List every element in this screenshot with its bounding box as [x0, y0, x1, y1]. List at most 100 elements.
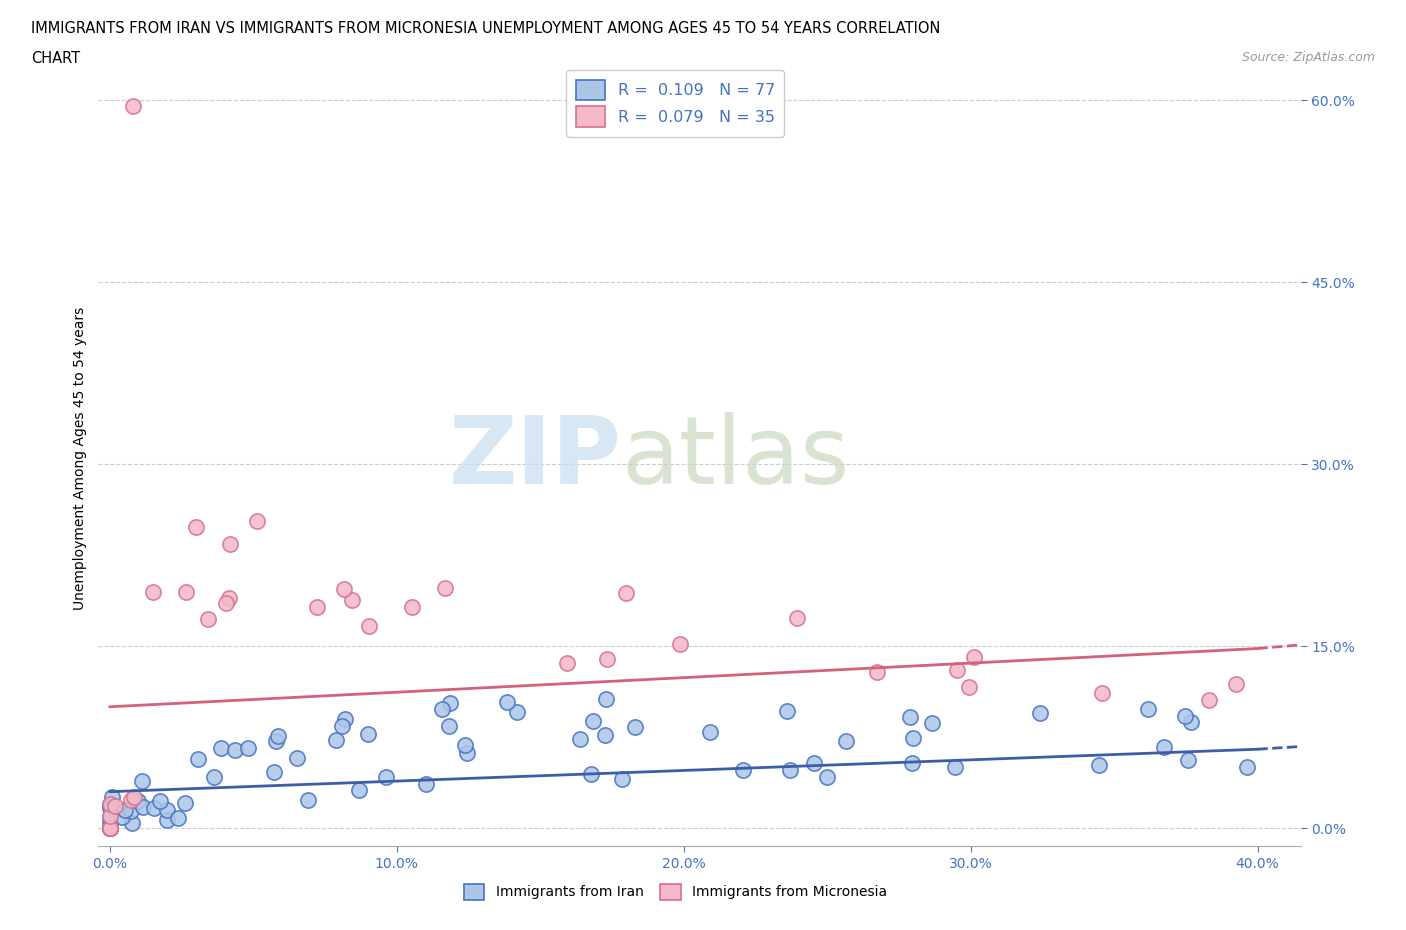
- Point: [1177, 752, 1199, 767]
- Point: [98, 820, 121, 835]
- Point: [236, 740, 259, 755]
- Point: [433, 580, 456, 595]
- Point: [98, 820, 121, 835]
- Point: [98, 820, 121, 835]
- Point: [264, 733, 287, 748]
- Point: [174, 585, 197, 600]
- Point: [415, 777, 437, 791]
- Point: [456, 745, 478, 760]
- Point: [834, 734, 856, 749]
- Point: [582, 713, 605, 728]
- Point: [439, 719, 461, 734]
- Point: [359, 618, 381, 633]
- Point: [101, 790, 124, 804]
- Point: [612, 771, 634, 786]
- Point: [699, 724, 721, 739]
- Point: [454, 737, 477, 752]
- Point: [596, 652, 619, 667]
- Point: [669, 637, 692, 652]
- Point: [263, 764, 285, 779]
- Point: [98, 820, 121, 835]
- Point: [98, 809, 121, 824]
- Point: [132, 800, 155, 815]
- Point: [149, 793, 172, 808]
- Point: [98, 820, 121, 835]
- Point: [98, 820, 121, 835]
- Point: [121, 99, 143, 113]
- Point: [776, 704, 799, 719]
- Point: [901, 756, 924, 771]
- Point: [98, 796, 121, 811]
- Point: [325, 733, 347, 748]
- Text: Source: ZipAtlas.com: Source: ZipAtlas.com: [1241, 51, 1375, 64]
- Point: [401, 599, 423, 614]
- Point: [340, 593, 363, 608]
- Point: [120, 792, 142, 807]
- Point: [98, 797, 121, 812]
- Point: [307, 599, 329, 614]
- Point: [946, 662, 969, 677]
- Point: [779, 763, 801, 777]
- Point: [143, 801, 166, 816]
- Point: [1225, 677, 1247, 692]
- Text: ZIP: ZIP: [449, 412, 621, 504]
- Point: [184, 519, 207, 534]
- Point: [98, 800, 121, 815]
- Text: CHART: CHART: [31, 51, 80, 66]
- Point: [921, 715, 943, 730]
- Point: [962, 649, 984, 664]
- Point: [224, 742, 246, 757]
- Point: [98, 808, 121, 823]
- Point: [166, 811, 188, 826]
- Point: [803, 755, 825, 770]
- Point: [901, 730, 924, 745]
- Point: [623, 720, 645, 735]
- Point: [214, 595, 236, 610]
- Point: [267, 729, 290, 744]
- Point: [347, 782, 370, 797]
- Point: [127, 793, 149, 808]
- Point: [1137, 701, 1160, 716]
- Point: [957, 679, 980, 694]
- Point: [131, 774, 153, 789]
- Point: [786, 610, 808, 625]
- Point: [122, 790, 145, 804]
- Text: IMMIGRANTS FROM IRAN VS IMMIGRANTS FROM MICRONESIA UNEMPLOYMENT AMONG AGES 45 TO: IMMIGRANTS FROM IRAN VS IMMIGRANTS FROM …: [31, 21, 941, 36]
- Point: [595, 692, 617, 707]
- Point: [375, 769, 398, 784]
- Point: [817, 770, 839, 785]
- Point: [1091, 685, 1114, 700]
- Point: [218, 537, 240, 551]
- Point: [430, 701, 453, 716]
- Point: [900, 710, 922, 724]
- Point: [187, 751, 209, 766]
- Point: [98, 815, 121, 830]
- Point: [330, 719, 353, 734]
- Point: [568, 731, 591, 746]
- Point: [614, 586, 637, 601]
- Point: [496, 695, 519, 710]
- Text: atlas: atlas: [621, 412, 849, 504]
- Point: [1174, 709, 1197, 724]
- Point: [1198, 693, 1220, 708]
- Point: [593, 727, 616, 742]
- Point: [156, 803, 179, 817]
- Point: [555, 656, 578, 671]
- Point: [98, 820, 121, 835]
- Point: [297, 792, 319, 807]
- Point: [120, 804, 142, 818]
- Point: [98, 820, 121, 835]
- Point: [1180, 714, 1202, 729]
- Point: [114, 803, 136, 817]
- Point: [357, 726, 380, 741]
- Point: [209, 741, 232, 756]
- Point: [865, 665, 887, 680]
- Point: [104, 799, 127, 814]
- Point: [439, 696, 461, 711]
- Point: [98, 798, 121, 813]
- Legend: Immigrants from Iran, Immigrants from Micronesia: Immigrants from Iran, Immigrants from Mi…: [458, 878, 893, 906]
- Point: [197, 612, 219, 627]
- Point: [579, 766, 602, 781]
- Point: [121, 816, 143, 830]
- Y-axis label: Unemployment Among Ages 45 to 54 years: Unemployment Among Ages 45 to 54 years: [73, 306, 87, 610]
